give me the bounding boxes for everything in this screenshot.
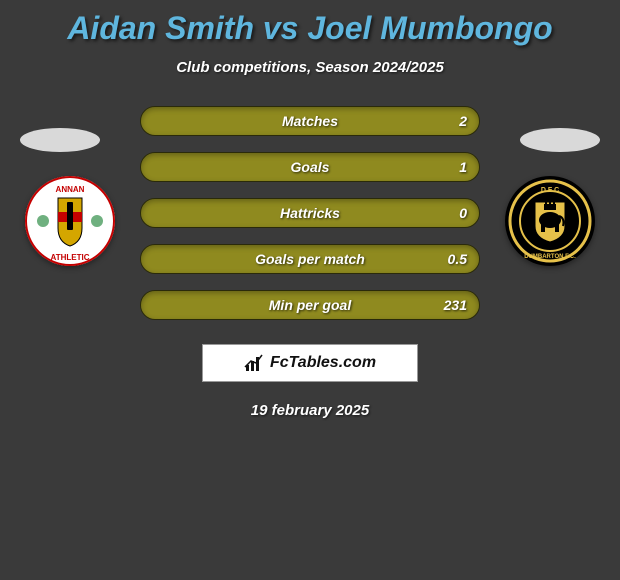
stat-row-hattricks: Hattricks 0 [140,198,480,228]
page-title: Aidan Smith vs Joel Mumbongo [67,10,552,47]
stat-value-right: 1 [459,159,467,175]
stats-list: Matches 2 Goals 1 Hattricks 0 Goals per … [0,106,620,320]
stat-value-right: 0 [459,205,467,221]
stat-row-min-per-goal: Min per goal 231 [140,290,480,320]
watermark-text: FcTables.com [270,354,376,372]
content: Aidan Smith vs Joel Mumbongo Club compet… [0,0,620,580]
bar-chart-icon [244,353,264,373]
stat-label: Goals per match [255,251,365,267]
stat-value-right: 0.5 [448,251,467,267]
date-text: 19 february 2025 [251,402,369,419]
stat-row-goals-per-match: Goals per match 0.5 [140,244,480,274]
stat-value-right: 231 [444,297,467,313]
stat-label: Hattricks [280,205,340,221]
stat-label: Goals [291,159,330,175]
stat-label: Min per goal [269,297,351,313]
subtitle: Club competitions, Season 2024/2025 [176,59,444,76]
stat-row-goals: Goals 1 [140,152,480,182]
stat-label: Matches [282,113,338,129]
stat-value-right: 2 [459,113,467,129]
watermark: FcTables.com [202,344,418,382]
stat-row-matches: Matches 2 [140,106,480,136]
